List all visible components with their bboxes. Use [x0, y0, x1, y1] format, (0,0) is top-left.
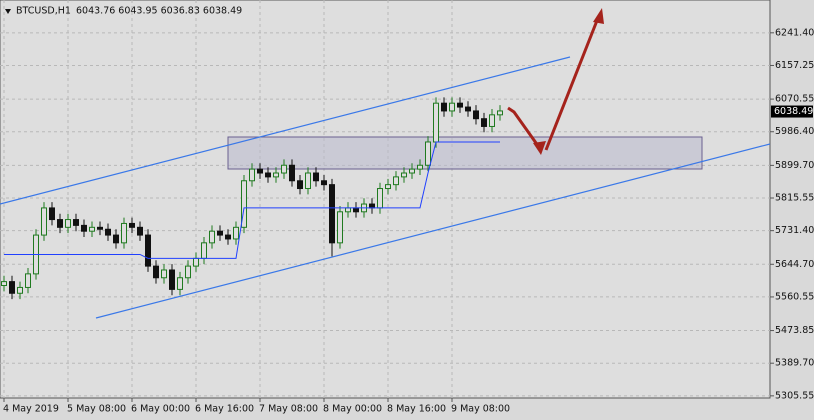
candle-body [289, 164, 295, 182]
x-tick-label: 5 May 08:00 [67, 404, 126, 415]
forecast-arrows [507, 8, 604, 155]
candle-body [97, 226, 103, 230]
candle-body [409, 168, 415, 174]
candle-body [41, 207, 47, 236]
candle-body [393, 176, 399, 186]
x-tick-label: 7 May 08:00 [259, 404, 318, 415]
candle-body [345, 207, 351, 213]
candle-body [113, 234, 119, 244]
candle-body [465, 106, 471, 112]
y-tick-label: 5389.70 [775, 358, 814, 369]
y-tick-label: 5644.70 [775, 259, 814, 270]
candle-body [433, 102, 439, 143]
candle-body [201, 242, 207, 259]
indicator-line [4, 141, 500, 259]
price-label-box [771, 105, 813, 118]
candle-body [137, 226, 143, 236]
x-tick-label: 6 May 00:00 [131, 404, 190, 415]
y-tick-label: 6157.25 [775, 60, 814, 71]
channel-upper [0, 56, 571, 205]
symbol: BTCUSD,H1 [16, 6, 71, 17]
candle-body [481, 118, 487, 127]
candle-body [305, 172, 311, 190]
candle-body [417, 164, 423, 170]
x-tick-label: 4 May 2019 [3, 404, 59, 415]
candle-body [89, 226, 95, 232]
candle-body [265, 172, 271, 178]
candle-body [169, 269, 175, 290]
candle-body [329, 184, 335, 244]
zone-rectangle [227, 136, 703, 170]
grid [0, 0, 770, 398]
candle-body [425, 141, 431, 166]
candle-body [441, 102, 447, 112]
candle-body [193, 257, 199, 267]
candle-body [321, 180, 327, 186]
candle-body [369, 203, 375, 209]
candle-body [401, 172, 407, 178]
candle-body [65, 219, 71, 228]
candle-body [209, 230, 215, 244]
ohlc-header: 6043.76 6043.95 6036.83 6038.49 [76, 6, 242, 17]
candle-body [249, 168, 255, 182]
candle-body [449, 102, 455, 112]
arrow-head [533, 141, 546, 155]
candle-body [385, 184, 391, 190]
candle-body [73, 219, 79, 226]
price-label: 6038.49 [774, 106, 813, 117]
candle-body [177, 277, 183, 290]
candle-body [497, 110, 503, 116]
x-tick-label: 6 May 16:00 [195, 404, 254, 415]
candle-body [457, 102, 463, 108]
candle-body [185, 265, 191, 279]
candle-body [489, 114, 495, 127]
candle-body [25, 273, 31, 288]
y-tick-label: 5986.40 [775, 126, 814, 137]
candle-body [1, 281, 7, 287]
channel-lower [95, 143, 771, 319]
candle-body [233, 226, 239, 240]
candle-body [353, 207, 359, 213]
candle-body [217, 230, 223, 236]
candle-body [225, 234, 231, 240]
candle-body [281, 164, 287, 174]
y-tick-label: 5731.40 [775, 225, 814, 236]
candle-body [273, 172, 279, 178]
candle-body [473, 110, 479, 120]
y-tick-label: 5560.55 [775, 291, 814, 302]
y-tick-label: 5473.85 [775, 325, 814, 336]
candle-body [129, 222, 135, 228]
candle-body [257, 168, 263, 174]
arrow-up [544, 17, 600, 151]
y-tick-label: 5899.70 [775, 160, 814, 171]
candle-body [241, 180, 247, 228]
candle-body [105, 228, 111, 236]
x-tick-label: 9 May 08:00 [451, 404, 510, 415]
candle-body [297, 180, 303, 190]
candle-body [153, 265, 159, 279]
y-tick-label: 5305.55 [775, 390, 814, 401]
candle-body [313, 172, 319, 182]
candle-body [161, 269, 167, 279]
candle-body [17, 286, 23, 294]
y-tick-label: 5815.55 [775, 193, 814, 204]
plot-area [0, 0, 771, 399]
candle-body [9, 281, 15, 294]
candle-body [377, 188, 383, 209]
arrow-head [593, 8, 604, 24]
candles [1, 97, 503, 300]
x-tick-label: 8 May 16:00 [387, 404, 446, 415]
candle-body [337, 211, 343, 244]
y-tick-label: 6241.40 [775, 27, 814, 38]
candle-body [145, 234, 151, 267]
arrow-down [507, 106, 543, 151]
candle-body [121, 222, 127, 244]
x-tick-label: 8 May 00:00 [323, 404, 382, 415]
candle-body [81, 224, 87, 232]
menu-icon[interactable] [5, 9, 11, 14]
candle-body [49, 207, 55, 221]
y-tick-label: 6070.55 [775, 94, 814, 105]
candle-body [57, 219, 63, 228]
